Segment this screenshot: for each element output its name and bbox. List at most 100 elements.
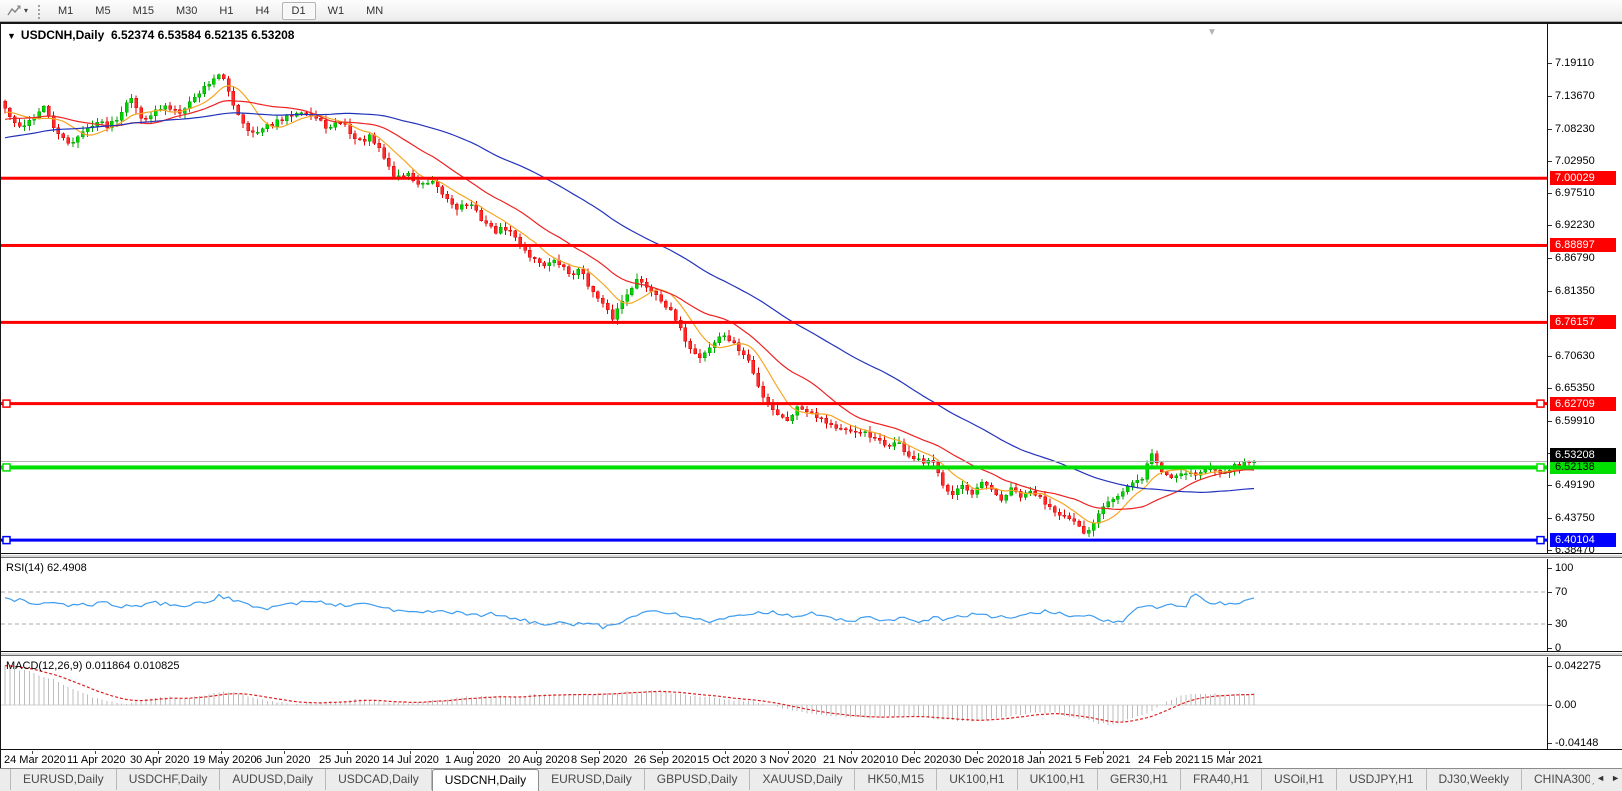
medium-ma-line — [4, 99, 1255, 511]
bull-candle — [1028, 491, 1033, 493]
chart-tab-gbpusd-daily[interactable]: GBPUSD,Daily — [645, 769, 751, 790]
horizontal-level-line[interactable] — [1, 402, 1547, 406]
tab-scroll-left-icon[interactable]: ◄ — [1596, 773, 1606, 783]
bear-candle — [1057, 512, 1062, 516]
line-handle[interactable] — [2, 535, 11, 545]
bear-candle — [688, 341, 693, 349]
chart-tab-usdjpy-h1[interactable]: USDJPY,H1 — [1337, 769, 1427, 790]
bear-candle — [800, 406, 804, 410]
timeframe-button-m5[interactable]: M5 — [95, 4, 111, 17]
chart-tab-xauusd-daily[interactable]: XAUUSD,Daily — [750, 769, 856, 790]
bear-candle — [508, 229, 513, 232]
bear-candle — [659, 294, 663, 302]
bear-candle — [241, 114, 245, 124]
timeframe-button-mn[interactable]: MN — [366, 4, 384, 17]
bear-candle — [392, 165, 396, 177]
date-tick — [1103, 751, 1104, 754]
crosshair-tool-icon — [7, 5, 21, 15]
axis-tick: 0.042275 — [1548, 659, 1601, 673]
horizontal-level-line[interactable] — [1, 465, 1547, 470]
bear-candle — [484, 220, 488, 224]
rsi-plot[interactable]: RSI(14) 62.4908 — [1, 559, 1547, 651]
rsi-axis[interactable]: 100 70 30 0 — [1547, 559, 1622, 654]
bear-candle — [683, 327, 688, 342]
timeframe-button-h4[interactable]: H4 — [255, 4, 270, 17]
chart-tab-uk100-h1[interactable]: UK100,H1 — [1018, 769, 1098, 790]
bear-candle — [610, 309, 615, 320]
horizontal-level-line[interactable] — [1, 176, 1547, 180]
chart-tab-usoil-h1[interactable]: USOil,H1 — [1262, 769, 1338, 790]
macd-plot[interactable]: MACD(12,26,9) 0.011864 0.010825 — [1, 657, 1547, 749]
chart-tab-audusd-daily[interactable]: AUDUSD,Daily — [220, 769, 327, 790]
bull-candle — [955, 488, 960, 495]
toolbar-grip[interactable] — [36, 2, 42, 19]
cursor-tool-button[interactable]: ▾ — [0, 0, 34, 21]
chart-tab-usdcnh-daily[interactable]: USDCNH,Daily — [431, 769, 540, 791]
bear-candle — [450, 198, 454, 205]
chart-tab-ger30-h1[interactable]: GER30,H1 — [1098, 769, 1181, 790]
line-handle[interactable] — [1536, 399, 1545, 408]
line-handle[interactable] — [1536, 535, 1545, 545]
timeframe-button-m30[interactable]: M30 — [175, 4, 198, 17]
price-axis[interactable]: 7.19110 7.13670 7.08230 7.02950 6.97510 6.922… — [1547, 24, 1622, 556]
chart-tab-dj30-weekly[interactable]: DJ30,Weekly — [1427, 769, 1522, 790]
autoscroll-marker-icon[interactable]: ▼ — [1207, 27, 1217, 38]
timeframe-button-d1[interactable]: D1 — [281, 1, 316, 20]
chart-tab-fra40-h1[interactable]: FRA40,H1 — [1181, 769, 1262, 790]
horizontal-level-line[interactable] — [1, 243, 1547, 247]
horizontal-level-line[interactable] — [1, 320, 1547, 324]
bear-candle — [479, 209, 484, 221]
date-tick — [158, 751, 159, 754]
chart-tab-usdcad-daily[interactable]: USDCAD,Daily — [326, 769, 432, 790]
bear-candle — [907, 451, 911, 457]
line-handle[interactable] — [2, 463, 11, 472]
bull-candle — [1087, 530, 1091, 534]
bear-candle — [844, 428, 848, 431]
macd-axis[interactable]: 0.042275 0.00 -0.04148 — [1547, 657, 1622, 749]
timeframe-button-h1[interactable]: H1 — [219, 4, 234, 17]
chart-tab-usdchf-daily[interactable]: USDCHF,Daily — [117, 769, 221, 790]
horizontal-level-line[interactable] — [1, 538, 1547, 542]
bull-candle — [37, 111, 41, 119]
bull-candle — [1203, 469, 1208, 473]
bear-candle — [362, 139, 367, 142]
bull-candle — [1145, 463, 1149, 480]
bull-candle — [892, 442, 897, 447]
axis-tick: 0 — [1548, 641, 1561, 655]
date-axis[interactable]: 24 Mar 2020 11 Apr 2020 30 Apr 2020 19 May … — [1, 751, 1622, 770]
bear-candle — [226, 78, 231, 92]
timeframe-button-w1[interactable]: W1 — [327, 4, 345, 17]
tool-dropdown-caret[interactable]: ▾ — [24, 6, 29, 15]
chart-tab-uk100-h1[interactable]: UK100,H1 — [937, 769, 1018, 790]
chart-title-collapse-icon[interactable]: ▼ — [7, 31, 16, 41]
main-chart-plot[interactable]: ▼ USDCNH,Daily 6.52374 6.53584 6.52135 6.… — [1, 24, 1547, 553]
date-tick — [977, 751, 978, 754]
axis-tick: 30 — [1548, 617, 1567, 631]
bull-candle — [625, 294, 629, 302]
pane-splitter[interactable] — [1, 653, 1622, 656]
timeframe-button-m1[interactable]: M1 — [58, 4, 74, 17]
bear-candle — [678, 320, 683, 328]
timeframe-button-m15[interactable]: M15 — [132, 4, 154, 17]
bull-candle — [421, 182, 425, 185]
date-label: 15 Mar 2021 — [1201, 754, 1263, 766]
chart-tab-eurusd-daily[interactable]: EURUSD,Daily — [539, 769, 645, 790]
axis-tick: 6.97510 — [1548, 186, 1595, 200]
line-handle[interactable] — [1536, 463, 1545, 472]
bear-candle — [1067, 515, 1072, 519]
chart-tab-hk50-m15[interactable]: HK50,M15 — [855, 769, 938, 790]
bull-candle — [1121, 491, 1125, 497]
line-handle[interactable] — [2, 399, 11, 408]
bear-candle — [221, 74, 226, 79]
bull-candle — [1140, 478, 1144, 481]
tab-scroll-right-icon[interactable]: ► — [1611, 773, 1620, 783]
chart-tab-eurusd-daily[interactable]: EURUSD,Daily — [10, 769, 117, 790]
price-line-badge: 6.62709 — [1550, 396, 1616, 411]
bear-candle — [853, 430, 858, 433]
bear-candle — [304, 112, 309, 114]
bear-candle — [440, 186, 445, 195]
bear-candle — [377, 143, 381, 149]
bull-candle — [980, 481, 984, 489]
pane-splitter[interactable] — [1, 555, 1622, 558]
date-tick — [788, 751, 789, 754]
